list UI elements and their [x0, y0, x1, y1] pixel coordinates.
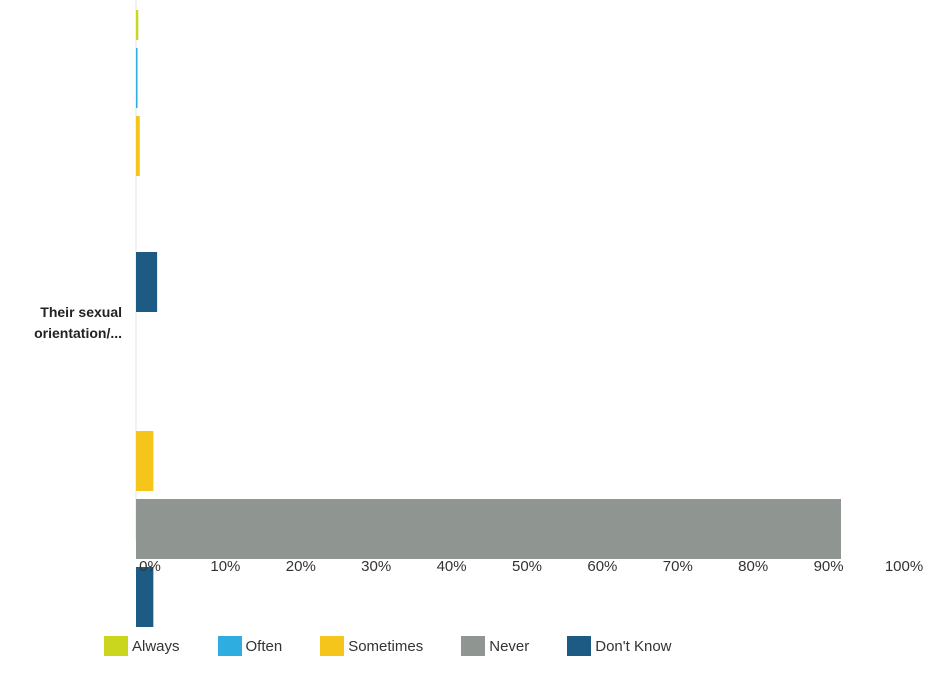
x-tick-labels: 0% 10% 20% 30% 40% 50% 60% 70% 80% 90% 100% [139, 558, 923, 575]
bar-never-1 [136, 499, 841, 559]
x-tick-label: 90% [814, 558, 844, 575]
bar-always-0 [136, 10, 139, 40]
legend-label-often: Often [245, 637, 283, 655]
bar-often-0 [136, 48, 138, 108]
bars-group [136, 10, 841, 627]
legend-item-always: Always [104, 636, 180, 656]
legend-swatch-never [461, 636, 486, 656]
x-tick-label: 50% [512, 558, 542, 575]
x-tick-label: 30% [361, 558, 391, 575]
legend-label-always: Always [132, 637, 180, 655]
legend-item-sometimes: Sometimes [320, 636, 423, 656]
x-tick-label: 80% [738, 558, 768, 575]
legend-item-dont-know: Don't Know [567, 636, 672, 656]
x-tick-label: 10% [210, 558, 240, 575]
legend-label-sometimes: Sometimes [348, 637, 424, 655]
x-tick-label: 0% [139, 558, 161, 575]
x-tick-label: 100% [885, 558, 923, 575]
legend-label-dont-know: Don't Know [595, 637, 672, 655]
bar-sometimes-1 [136, 431, 154, 491]
legend-item-often: Often [217, 636, 283, 656]
legend-swatch-sometimes [320, 636, 345, 656]
x-tick-label: 70% [663, 558, 693, 575]
legend-swatch-always [104, 636, 128, 656]
legend-label-never: Never [489, 637, 530, 655]
legend-swatch-often [217, 636, 242, 656]
legend: Always Often Sometimes Never Don't Know [104, 636, 710, 656]
bar-don-t-know-0 [136, 252, 158, 312]
legend-swatch-dont-know [567, 636, 592, 656]
bar-sometimes-0 [136, 116, 140, 176]
x-tick-label: 20% [286, 558, 316, 575]
category-label: Their sexual orientation/... [34, 304, 122, 341]
x-tick-label: 60% [587, 558, 617, 575]
x-tick-label: 40% [437, 558, 467, 575]
legend-item-never: Never [461, 636, 529, 656]
bar-don-t-know-1 [136, 567, 154, 627]
